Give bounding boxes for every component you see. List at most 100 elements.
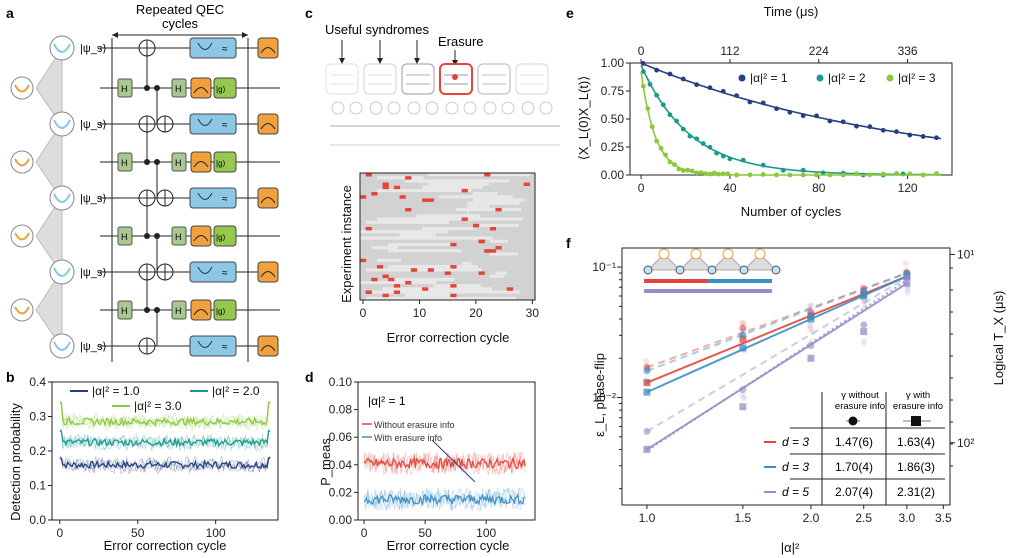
panel-c-xlabel: Error correction cycle bbox=[387, 330, 510, 345]
data-point bbox=[694, 82, 700, 88]
heatmap-stripe bbox=[371, 246, 398, 250]
erasure-cell bbox=[365, 226, 372, 231]
detection-probability-chart: 0.0 0.1 0.2 0.3 0.4 0 50 100 |α|² = 1.0 |α|² = 2.… bbox=[29, 375, 279, 540]
table-gamma-without: 2.07(4) bbox=[835, 485, 873, 499]
data-point-faint bbox=[807, 318, 814, 325]
data-mode-circle bbox=[49, 111, 75, 137]
data-point bbox=[907, 132, 913, 138]
series-line bbox=[59, 429, 271, 451]
series-line bbox=[59, 429, 271, 452]
pmeas-chart: 0.00 0.02 0.04 0.06 0.08 0.10 0 50 100 Without er… bbox=[329, 375, 536, 540]
table-row-label: d = 5 bbox=[782, 485, 809, 499]
state-label: |ψ_s⟩ bbox=[80, 267, 107, 279]
data-point bbox=[934, 135, 939, 141]
panel-a-header-title2: cycles bbox=[162, 16, 199, 31]
cnot-faded bbox=[521, 101, 535, 115]
series-line bbox=[363, 451, 526, 475]
stabilizer-triangle bbox=[35, 268, 63, 350]
data-point bbox=[716, 171, 722, 177]
heatmap-stripe bbox=[405, 179, 510, 183]
x-tick-label: 100 bbox=[476, 526, 496, 540]
erasure-cell bbox=[376, 265, 384, 269]
storage-resonator-icon bbox=[53, 267, 71, 277]
cnot-faded bbox=[407, 101, 421, 115]
inset-triangle bbox=[742, 253, 778, 271]
reset-label: |g⟩ bbox=[216, 159, 226, 168]
heatmap-stripe bbox=[365, 220, 449, 224]
erasure-cell bbox=[382, 182, 389, 187]
y-tick-label: 0.00 bbox=[601, 168, 625, 182]
well-icon bbox=[197, 42, 213, 50]
data-point bbox=[711, 170, 717, 176]
heatmap-stripe bbox=[472, 198, 525, 202]
x-tick-label: 0 bbox=[56, 526, 63, 540]
inset-data bbox=[739, 265, 749, 275]
erasure-cell bbox=[523, 182, 530, 187]
data-point bbox=[854, 171, 859, 177]
erasure-cell bbox=[450, 284, 457, 288]
erasure-heatmap: 0 10 20 30 bbox=[359, 172, 539, 320]
data-point-without bbox=[739, 331, 747, 339]
data-point-faint bbox=[643, 376, 650, 383]
inset-data bbox=[707, 265, 717, 275]
erasure-cell bbox=[495, 246, 502, 250]
data-point-with bbox=[739, 344, 747, 352]
y-tick-label: 0.04 bbox=[329, 458, 353, 472]
panel-f-y2label: Logical T_X (μs) bbox=[991, 291, 1006, 386]
erasure-cell bbox=[399, 195, 406, 199]
data-point-faint bbox=[860, 341, 867, 348]
storage-reset-box bbox=[189, 37, 237, 59]
useful-syndromes-annotation: Useful syndromes bbox=[325, 22, 430, 37]
cnot-faded bbox=[331, 101, 345, 115]
legend-marker bbox=[886, 74, 894, 82]
y-tick-label: 1.00 bbox=[601, 56, 625, 70]
measure-arc bbox=[260, 197, 276, 204]
data-point-faint bbox=[807, 340, 814, 347]
inset-ancilla bbox=[722, 248, 734, 260]
data-point bbox=[920, 172, 926, 178]
well-icon bbox=[197, 340, 213, 348]
state-label: |ψ_s⟩ bbox=[80, 193, 107, 205]
table-row-label: d = 3 bbox=[782, 435, 809, 449]
series-line bbox=[363, 486, 526, 511]
legend-marker bbox=[738, 74, 746, 82]
cnot-faded bbox=[539, 101, 553, 115]
erasure-cell bbox=[495, 207, 502, 212]
data-point bbox=[660, 102, 666, 108]
heatmap-stripe bbox=[365, 296, 517, 300]
heatmap-stripe bbox=[422, 226, 474, 231]
syndrome-schematic bbox=[325, 40, 560, 146]
x-tick-label: 0 bbox=[361, 526, 368, 540]
data-point-faint bbox=[739, 346, 746, 353]
data-point bbox=[774, 106, 779, 112]
data-point bbox=[680, 76, 686, 82]
data-point bbox=[800, 172, 806, 178]
data-point bbox=[760, 100, 766, 106]
erasure-cell bbox=[371, 277, 378, 282]
data-point-faint bbox=[860, 287, 867, 294]
erasure-cell bbox=[489, 249, 497, 253]
data-point bbox=[867, 124, 873, 130]
data-point bbox=[820, 170, 826, 176]
data-point-faint bbox=[808, 302, 815, 309]
data-point bbox=[760, 172, 766, 177]
data-point bbox=[800, 113, 806, 119]
wave-icon: ≈ bbox=[222, 120, 228, 131]
syndrome-frame bbox=[515, 63, 549, 95]
data-point-with bbox=[643, 445, 651, 453]
heatmap-stripe bbox=[455, 207, 521, 212]
data-point-without bbox=[807, 342, 815, 350]
data-point-faint bbox=[807, 356, 814, 363]
series-line bbox=[59, 402, 271, 430]
data-point-without bbox=[903, 274, 911, 282]
inset-triangle bbox=[678, 253, 714, 271]
legend-label: |α|² = 1.0 bbox=[92, 384, 140, 398]
y-tick-label: 0.1 bbox=[29, 479, 46, 493]
storage-reset-box bbox=[189, 187, 237, 209]
reset-label: |g⟩ bbox=[216, 85, 226, 94]
legend-label: |α|² = 2 bbox=[828, 71, 866, 85]
hadamard-label: H bbox=[175, 232, 182, 242]
data-point bbox=[640, 61, 646, 66]
ancilla-resonator-icon bbox=[14, 84, 30, 93]
circuit-diagram: |ψ_s⟩ |ψ_s⟩ |ψ_s⟩ |ψ_s⟩ |ψ_s⟩ ≈ ≈ ≈ ≈ ≈ H H |g⟩ H H |g⟩… bbox=[10, 35, 280, 359]
